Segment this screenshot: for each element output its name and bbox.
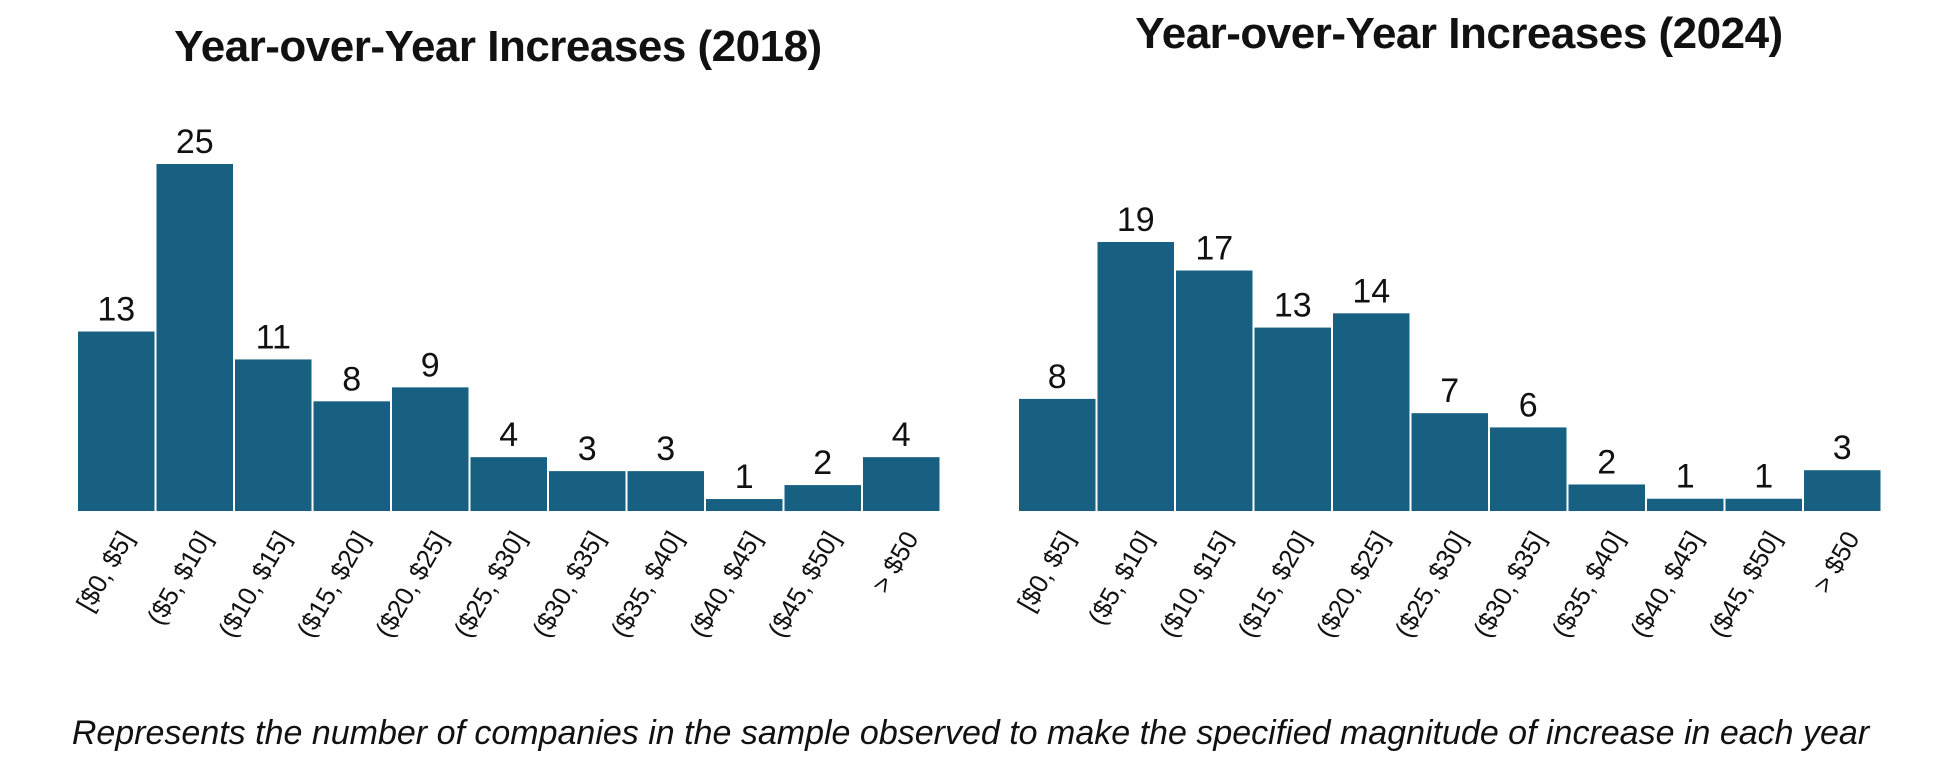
bar-2018-3 <box>311 399 392 514</box>
data-label-2024-3: 13 <box>1274 287 1312 325</box>
x-tick-label-2018-7: ($35, $40] <box>604 526 689 642</box>
bar-2024-7 <box>1566 482 1647 514</box>
data-label-2018-8: 1 <box>735 458 754 496</box>
data-label-2024-10: 3 <box>1833 429 1852 467</box>
bar-chart-2018: 13[$0, $5]25($5, $10]11($10, $15]8($15, … <box>70 123 942 642</box>
x-tick-label-2024-1: ($5, $10] <box>1082 526 1159 630</box>
bar-2018-10 <box>861 455 942 514</box>
bar-2024-6 <box>1488 425 1569 513</box>
data-label-2024-8: 1 <box>1676 458 1695 496</box>
x-tick-label-2024-8: ($40, $45] <box>1624 526 1709 642</box>
x-tick-label-2024-4: ($20, $25] <box>1310 526 1395 642</box>
x-tick-label-2024-0: [$0, $5] <box>1011 526 1080 616</box>
chart-title-2018: Year-over-Year Increases (2018) <box>174 22 822 71</box>
x-tick-label-2018-1: ($5, $10] <box>141 526 218 630</box>
bar-2024-0 <box>1017 396 1098 514</box>
data-label-2018-6: 3 <box>578 430 597 468</box>
bar-2024-8 <box>1645 496 1726 514</box>
x-tick-label-2024-2: ($10, $15] <box>1153 526 1238 642</box>
data-label-2018-5: 4 <box>499 416 518 454</box>
x-tick-label-2024-6: ($30, $35] <box>1467 526 1552 642</box>
x-tick-label-2018-5: ($25, $30] <box>447 526 532 642</box>
x-tick-label-2018-10: > $50 <box>866 526 925 598</box>
data-label-2024-7: 2 <box>1597 443 1616 481</box>
x-tick-label-2024-10: > $50 <box>1807 526 1866 598</box>
bar-2018-2 <box>233 357 314 513</box>
data-label-2024-2: 17 <box>1195 230 1233 268</box>
bar-2024-10 <box>1802 468 1883 514</box>
bar-2018-4 <box>390 385 471 513</box>
x-tick-label-2018-3: ($15, $20] <box>290 526 375 642</box>
bar-2024-1 <box>1095 240 1176 513</box>
x-tick-label-2018-6: ($30, $35] <box>526 526 611 642</box>
x-tick-label-2024-3: ($15, $20] <box>1231 526 1316 642</box>
bar-2018-6 <box>547 469 628 513</box>
x-tick-label-2024-9: ($45, $50] <box>1702 526 1787 642</box>
bar-2024-4 <box>1331 311 1412 513</box>
x-tick-label-2018-0: [$0, $5] <box>70 526 139 616</box>
data-label-2018-7: 3 <box>656 430 675 468</box>
bar-2018-0 <box>76 329 157 513</box>
bar-2024-2 <box>1174 268 1255 513</box>
data-label-2024-0: 8 <box>1048 358 1067 396</box>
bar-2024-3 <box>1252 325 1333 513</box>
data-label-2018-4: 9 <box>421 346 440 384</box>
data-label-2024-5: 7 <box>1440 372 1459 410</box>
data-label-2018-1: 25 <box>176 123 214 161</box>
bar-chart-2024: 8[$0, $5]19($5, $10]17($10, $15]13($15, … <box>1011 201 1883 642</box>
data-label-2024-4: 14 <box>1352 272 1390 310</box>
x-tick-label-2018-9: ($45, $50] <box>761 526 846 642</box>
data-label-2018-0: 13 <box>97 291 135 329</box>
bar-2018-5 <box>468 455 549 514</box>
data-label-2024-1: 19 <box>1117 201 1155 239</box>
x-tick-label-2018-8: ($40, $45] <box>683 526 768 642</box>
data-label-2024-9: 1 <box>1754 458 1773 496</box>
x-tick-label-2024-5: ($25, $30] <box>1388 526 1473 642</box>
x-tick-label-2024-7: ($35, $40] <box>1545 526 1630 642</box>
bar-2024-9 <box>1723 496 1804 514</box>
bar-2018-8 <box>704 497 785 514</box>
x-tick-label-2018-4: ($20, $25] <box>369 526 454 642</box>
data-label-2018-2: 11 <box>256 318 291 356</box>
data-label-2018-10: 4 <box>892 416 911 454</box>
x-tick-label-2018-2: ($10, $15] <box>212 526 297 642</box>
bar-2024-5 <box>1409 411 1490 513</box>
bar-2018-1 <box>154 162 235 513</box>
data-label-2018-3: 8 <box>342 360 361 398</box>
chart-title-2024: Year-over-Year Increases (2024) <box>1135 9 1783 58</box>
data-label-2018-9: 2 <box>813 444 832 482</box>
bar-2018-7 <box>625 469 706 513</box>
chart-caption: Represents the number of companies in th… <box>71 714 1870 752</box>
data-label-2024-6: 6 <box>1519 386 1538 424</box>
bar-2018-9 <box>782 483 863 513</box>
